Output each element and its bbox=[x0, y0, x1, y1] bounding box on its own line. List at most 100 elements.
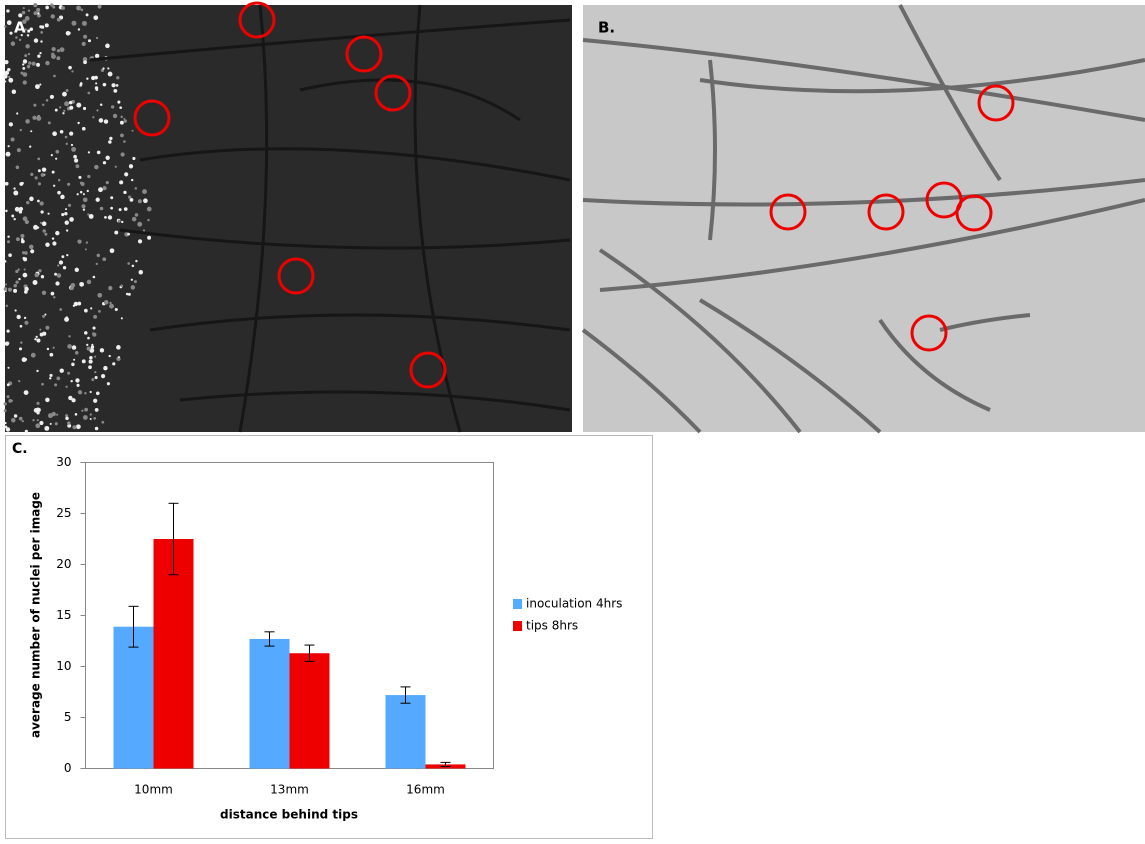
cell bbox=[78, 176, 81, 179]
cell bbox=[7, 240, 10, 243]
cell bbox=[75, 351, 79, 355]
cell bbox=[32, 419, 34, 421]
cell bbox=[33, 3, 37, 7]
cell bbox=[22, 67, 25, 70]
cell bbox=[103, 83, 107, 87]
cell bbox=[37, 12, 39, 14]
cell bbox=[73, 155, 77, 159]
cell bbox=[40, 31, 43, 34]
cell bbox=[76, 103, 81, 108]
cell bbox=[38, 182, 41, 185]
cell bbox=[96, 37, 98, 39]
y-axis-title: average number of nuclei per image bbox=[29, 492, 43, 738]
cell bbox=[123, 191, 126, 194]
cell bbox=[71, 21, 76, 26]
cell bbox=[47, 213, 49, 215]
cell bbox=[14, 414, 17, 417]
cell bbox=[4, 409, 7, 412]
cell bbox=[88, 365, 92, 369]
cell bbox=[111, 105, 114, 108]
cell bbox=[110, 196, 113, 199]
cell bbox=[95, 408, 99, 412]
cell bbox=[24, 54, 27, 57]
cell bbox=[32, 62, 36, 66]
cell bbox=[16, 166, 20, 170]
cell bbox=[42, 332, 46, 336]
cell bbox=[51, 53, 55, 57]
cell bbox=[33, 225, 38, 230]
cell bbox=[52, 412, 56, 416]
cell bbox=[120, 284, 123, 287]
cell bbox=[20, 129, 22, 131]
cell bbox=[74, 159, 78, 163]
cell bbox=[45, 6, 49, 10]
cell bbox=[51, 154, 53, 156]
cell bbox=[24, 321, 28, 325]
cell bbox=[118, 356, 120, 358]
cell bbox=[26, 201, 29, 204]
cell bbox=[60, 130, 64, 134]
cell bbox=[24, 268, 26, 270]
cell bbox=[128, 293, 131, 296]
cell bbox=[47, 348, 49, 350]
cell bbox=[102, 67, 104, 69]
cell bbox=[104, 119, 108, 123]
cell bbox=[32, 116, 36, 120]
cell bbox=[139, 270, 143, 274]
cell bbox=[64, 212, 67, 215]
cell bbox=[88, 39, 91, 42]
cell bbox=[8, 288, 12, 292]
cell bbox=[20, 234, 24, 238]
cell bbox=[35, 273, 39, 277]
cell bbox=[121, 152, 125, 156]
cell bbox=[63, 110, 65, 112]
cell bbox=[91, 76, 95, 80]
cell bbox=[36, 339, 40, 343]
cell bbox=[25, 430, 28, 433]
cell bbox=[110, 248, 115, 253]
cell bbox=[53, 347, 55, 349]
cell bbox=[68, 32, 71, 35]
figure: A. B. C. average number of nuclei per im… bbox=[0, 0, 1145, 840]
cell bbox=[105, 156, 109, 160]
cell bbox=[20, 341, 22, 343]
cell bbox=[64, 317, 69, 322]
cell bbox=[143, 229, 145, 231]
cell bbox=[41, 383, 44, 386]
cell bbox=[120, 121, 124, 125]
cell bbox=[38, 169, 41, 172]
cell bbox=[71, 144, 73, 146]
cell bbox=[54, 383, 57, 386]
cell bbox=[37, 200, 40, 203]
cell bbox=[96, 198, 100, 202]
cell bbox=[53, 185, 55, 187]
cell bbox=[66, 89, 69, 92]
cell bbox=[40, 40, 42, 42]
cell bbox=[40, 210, 43, 213]
cell bbox=[96, 263, 98, 265]
cell bbox=[50, 353, 54, 357]
cell bbox=[25, 119, 30, 124]
cell bbox=[15, 309, 17, 311]
cell bbox=[129, 164, 133, 168]
bar bbox=[290, 653, 330, 768]
cell bbox=[71, 363, 74, 366]
cell bbox=[53, 75, 56, 78]
cell bbox=[101, 374, 105, 378]
cell bbox=[56, 56, 60, 60]
cell bbox=[75, 268, 79, 272]
cell bbox=[124, 119, 127, 122]
cell bbox=[38, 269, 41, 272]
cell bbox=[115, 166, 117, 168]
cell bbox=[25, 220, 29, 224]
y-tick-label: 10 bbox=[56, 659, 71, 673]
cell bbox=[50, 423, 52, 425]
cell bbox=[79, 282, 84, 287]
cell bbox=[17, 148, 21, 152]
cell bbox=[119, 106, 122, 109]
chart-frame bbox=[6, 436, 653, 839]
cell bbox=[39, 421, 43, 425]
cell bbox=[116, 84, 119, 87]
cell bbox=[128, 195, 131, 198]
cell bbox=[39, 84, 41, 86]
